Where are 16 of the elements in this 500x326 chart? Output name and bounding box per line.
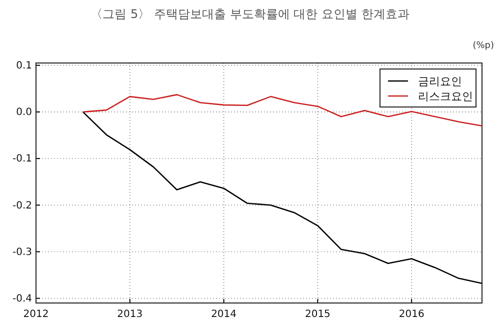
y-tick-label: -0.2: [12, 200, 32, 212]
y-tick-label: 0.1: [16, 60, 32, 72]
legend-label: 금리요인: [418, 75, 462, 88]
x-tick-label: 2015: [304, 309, 330, 320]
chart-title: 〈그림 5〉 주택담보대출 부도확률에 대한 요인별 한계효과: [90, 7, 410, 21]
legend-label: 리스크요인: [418, 90, 473, 103]
y-tick-label: -0.3: [12, 246, 32, 258]
x-tick-label: 2013: [117, 309, 143, 320]
y-axis-title: (%p): [472, 41, 494, 51]
x-tick-label: 2016: [398, 309, 424, 320]
x-tick-label: 2014: [211, 309, 237, 320]
y-tick-label: -0.4: [12, 294, 32, 305]
y-tick-label: 0.0: [16, 107, 32, 118]
line-series: [82, 111, 483, 284]
y-tick-label: -0.1: [12, 154, 32, 165]
x-tick-label: 2012: [23, 309, 49, 320]
